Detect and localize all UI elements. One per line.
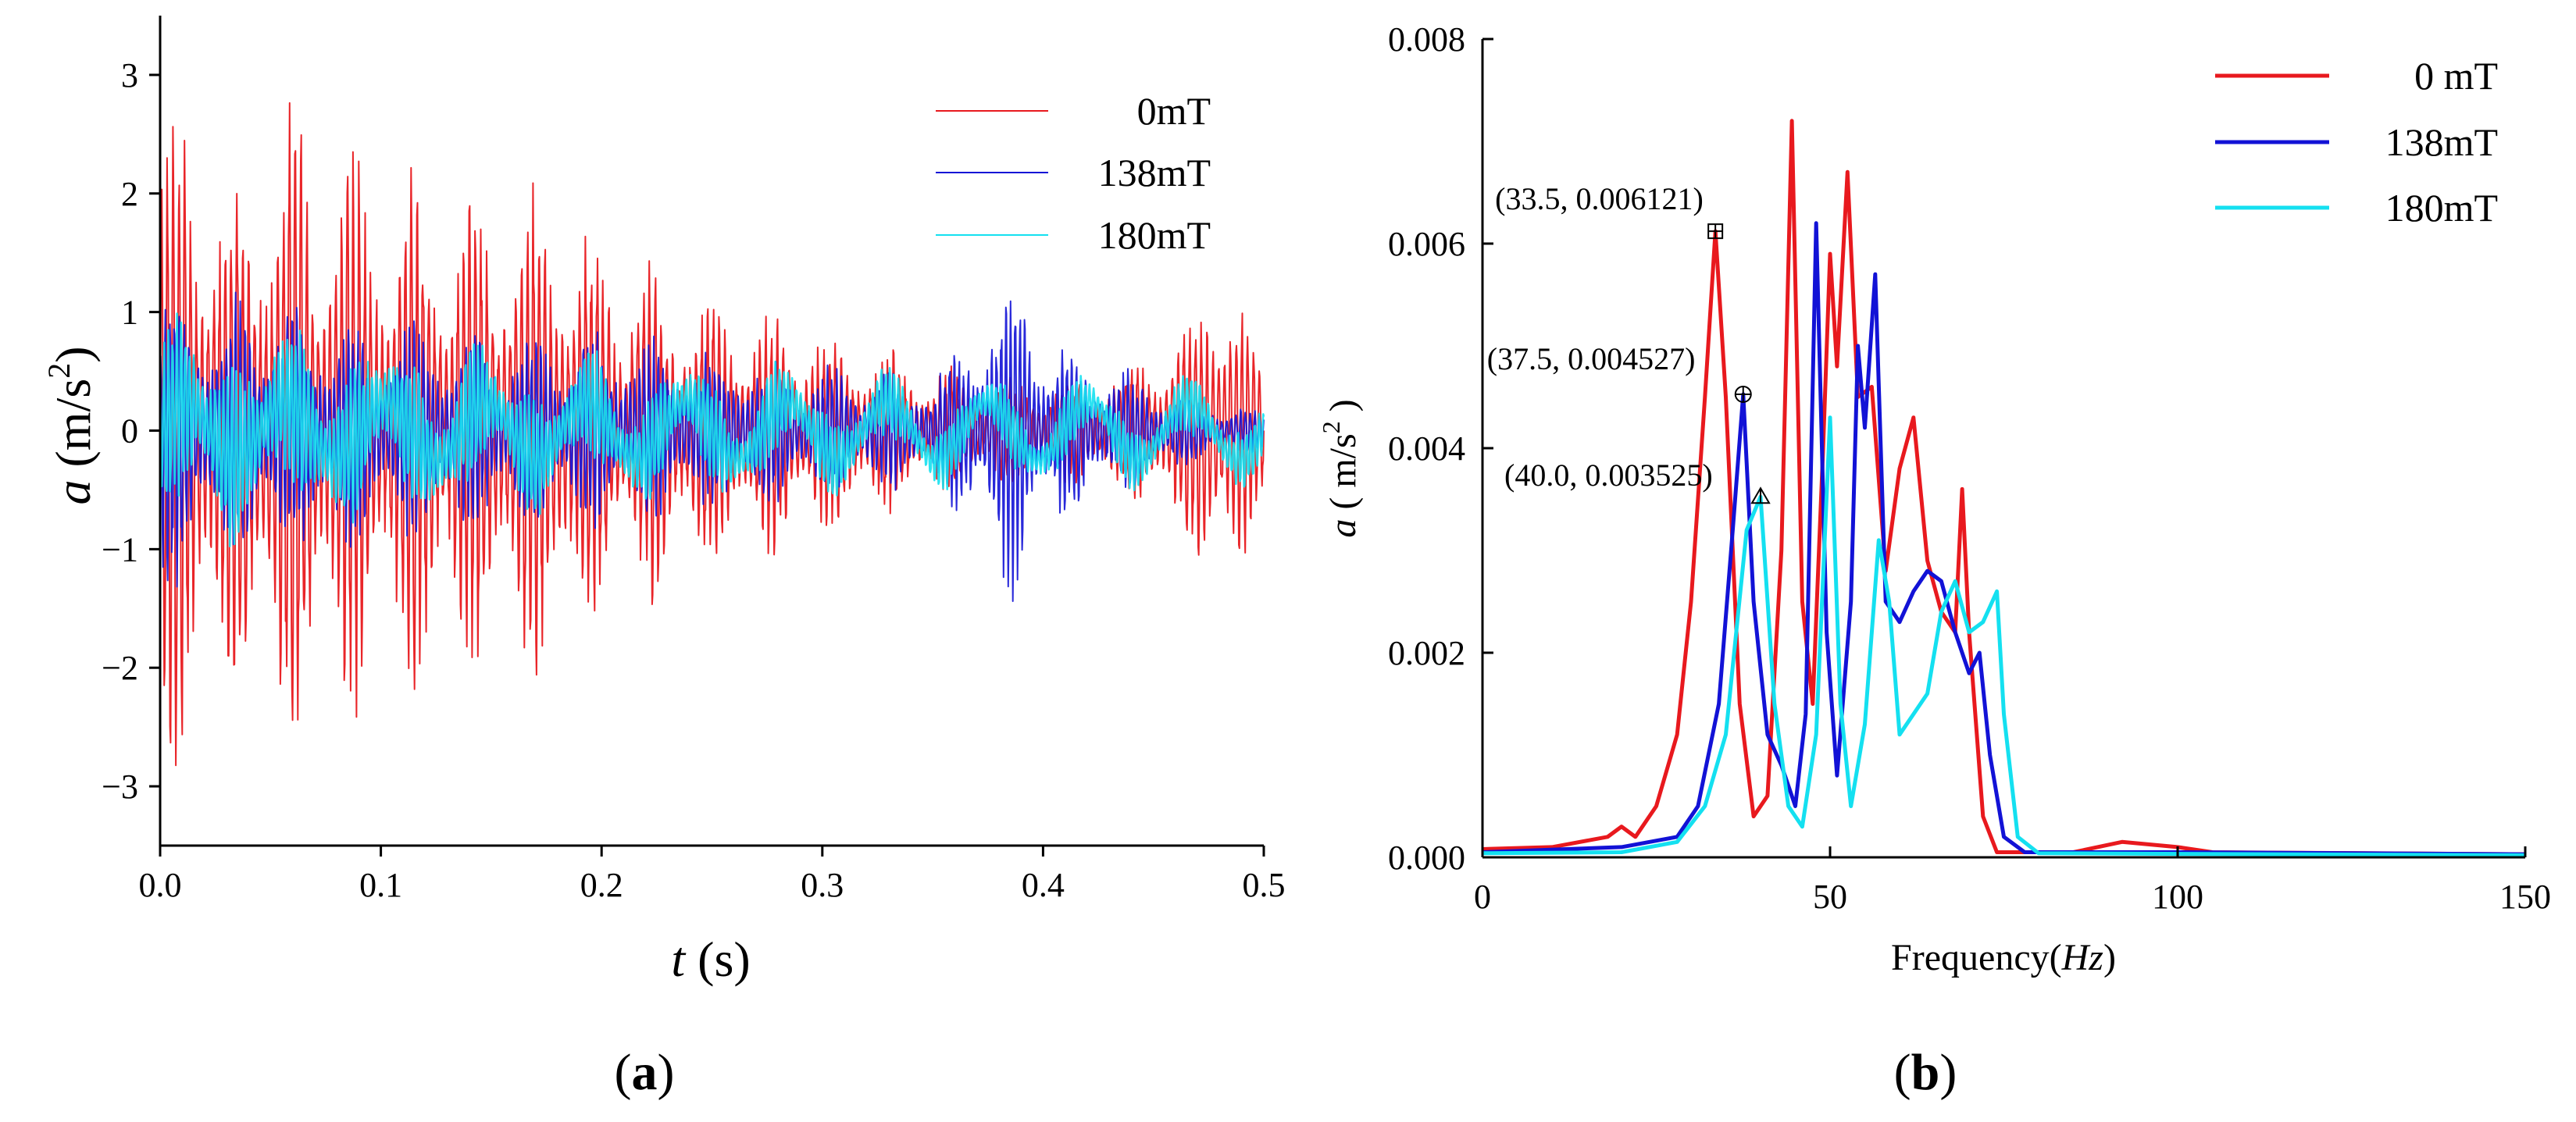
panel-a-x-axis-title: t (s) bbox=[671, 931, 750, 987]
panel-a-series-group bbox=[159, 102, 1265, 767]
panel-a-x-ticks: 0.0 0.1 0.2 0.3 0.4 0.5 bbox=[139, 846, 1286, 904]
panel-b-series-180mT bbox=[1482, 415, 2526, 857]
panel-b-x-italic: Hz bbox=[2061, 937, 2104, 978]
legend-label-138mT: 138mT bbox=[1098, 151, 1211, 194]
panel-b-caption: (b) bbox=[1894, 1044, 1957, 1101]
panel-b-frequency-spectrum: 0 50 100 150 0.000 0.002 0.004 0.006 0.008 (33.… bbox=[1317, 20, 2551, 1101]
panel-a-y-tick-label: 2 bbox=[121, 175, 138, 213]
panel-b-x-ticks: 0 50 100 150 bbox=[1474, 846, 2551, 916]
panel-b-legend: 0 mT 138mT 180mT bbox=[2215, 54, 2498, 230]
panel-a-y-ticks: −3 −2 −1 0 1 2 3 bbox=[102, 56, 160, 806]
panel-a-y-tick-label: −3 bbox=[102, 768, 138, 806]
legend-label-180mT: 180mT bbox=[1098, 213, 1211, 257]
panel-b-y-ticks: 0.000 0.002 0.004 0.006 0.008 bbox=[1388, 20, 1493, 877]
legend-label-0-mT: 0 mT bbox=[2414, 54, 2498, 98]
panel-a-time-domain: 0.0 0.1 0.2 0.3 0.4 0.5 −3 −2 −1 0 1 2 3 0mT 138mT … bbox=[41, 16, 1286, 1101]
panel-a-y-tick-label: 1 bbox=[121, 294, 138, 332]
annotation-label: (40.0, 0.003525) bbox=[1504, 458, 1713, 493]
panel-b-y-close: ) bbox=[1322, 399, 1364, 421]
panel-b-y-tick-label: 0.000 bbox=[1388, 839, 1465, 877]
panel-a-y-tick-label: −1 bbox=[102, 530, 138, 568]
panel-a-x-tick-label: 0.4 bbox=[1022, 866, 1065, 904]
panel-b-caption-close: ) bbox=[1939, 1044, 1957, 1101]
panel-a-y-unit: (m/s bbox=[45, 379, 101, 480]
panel-a-series-138mT bbox=[159, 291, 1265, 602]
panel-b-annotations: (33.5, 0.006121) (37.5, 0.004527) (40.0, 0… bbox=[1487, 181, 1771, 504]
panel-b-caption-letter: b bbox=[1911, 1044, 1940, 1101]
panel-b-x-tick-label: 0 bbox=[1474, 878, 1491, 916]
panel-b-x-tick-label: 100 bbox=[2152, 878, 2203, 916]
panel-b-y-tick-label: 0.004 bbox=[1388, 429, 1465, 468]
panel-a-x-tick-label: 0.2 bbox=[580, 866, 623, 904]
panel-a-x-tick-label: 0.3 bbox=[801, 866, 844, 904]
panel-a-legend: 0mT 138mT 180mT bbox=[936, 89, 1211, 257]
panel-b-series-group bbox=[1482, 119, 2526, 857]
panel-a-y-var: a bbox=[45, 480, 101, 505]
panel-a-caption-close: ) bbox=[658, 1044, 675, 1101]
legend-label-138mT-b: 138mT bbox=[2385, 120, 2498, 164]
panel-a-x-tick-label: 0.5 bbox=[1243, 866, 1286, 904]
panel-a-x-tick-label: 0.0 bbox=[139, 866, 182, 904]
panel-a-series-180mT bbox=[159, 312, 1265, 548]
panel-a-caption-open: ( bbox=[615, 1044, 632, 1101]
panel-a-caption: (a) bbox=[615, 1044, 675, 1101]
panel-a-x-var: t bbox=[671, 931, 687, 987]
panel-a-y-sup: 2 bbox=[41, 363, 77, 379]
panel-a-x-unit: (s) bbox=[685, 931, 751, 987]
panel-a-y-tick-label: −2 bbox=[102, 649, 138, 687]
panel-b-y-axis-title: a ( m/s2 ) bbox=[1317, 399, 1364, 537]
panel-b-x-axis-title: Frequency(Hz) bbox=[1891, 937, 2116, 978]
panel-a-y-tick-label: 0 bbox=[121, 412, 138, 451]
panel-a-y-axis-title: a (m/s2) bbox=[41, 346, 101, 504]
panel-a-x-tick-label: 0.1 bbox=[359, 866, 402, 904]
panel-b-y-unit: ( m/s bbox=[1322, 433, 1364, 518]
panel-a-y-close: ) bbox=[45, 346, 101, 362]
panel-b-y-tick-label: 0.002 bbox=[1388, 634, 1465, 672]
panel-b-series-0-mT bbox=[1482, 119, 2526, 857]
panel-b-y-sup: 2 bbox=[1317, 421, 1345, 433]
legend-label-0mT: 0mT bbox=[1137, 89, 1211, 133]
panel-b-x-tick-label: 150 bbox=[2499, 878, 2551, 916]
panel-b-y-var: a bbox=[1322, 519, 1364, 538]
annotation-label: (37.5, 0.004527) bbox=[1487, 341, 1696, 376]
panel-b-x-close: ) bbox=[2103, 937, 2116, 978]
annotation-label: (33.5, 0.006121) bbox=[1495, 181, 1704, 216]
panel-b-x-tick-label: 50 bbox=[1813, 878, 1847, 916]
panel-b-y-tick-label: 0.006 bbox=[1388, 225, 1465, 263]
legend-label-180mT-b: 180mT bbox=[2385, 186, 2498, 230]
panel-a-y-tick-label: 3 bbox=[121, 56, 138, 94]
panel-a-caption-letter: a bbox=[632, 1044, 658, 1101]
panel-b-caption-open: ( bbox=[1894, 1044, 1911, 1101]
panel-b-y-tick-label: 0.008 bbox=[1388, 20, 1465, 59]
panel-b-x-main: Frequency( bbox=[1891, 937, 2062, 978]
panel-b-series-138mT bbox=[1482, 221, 2526, 857]
